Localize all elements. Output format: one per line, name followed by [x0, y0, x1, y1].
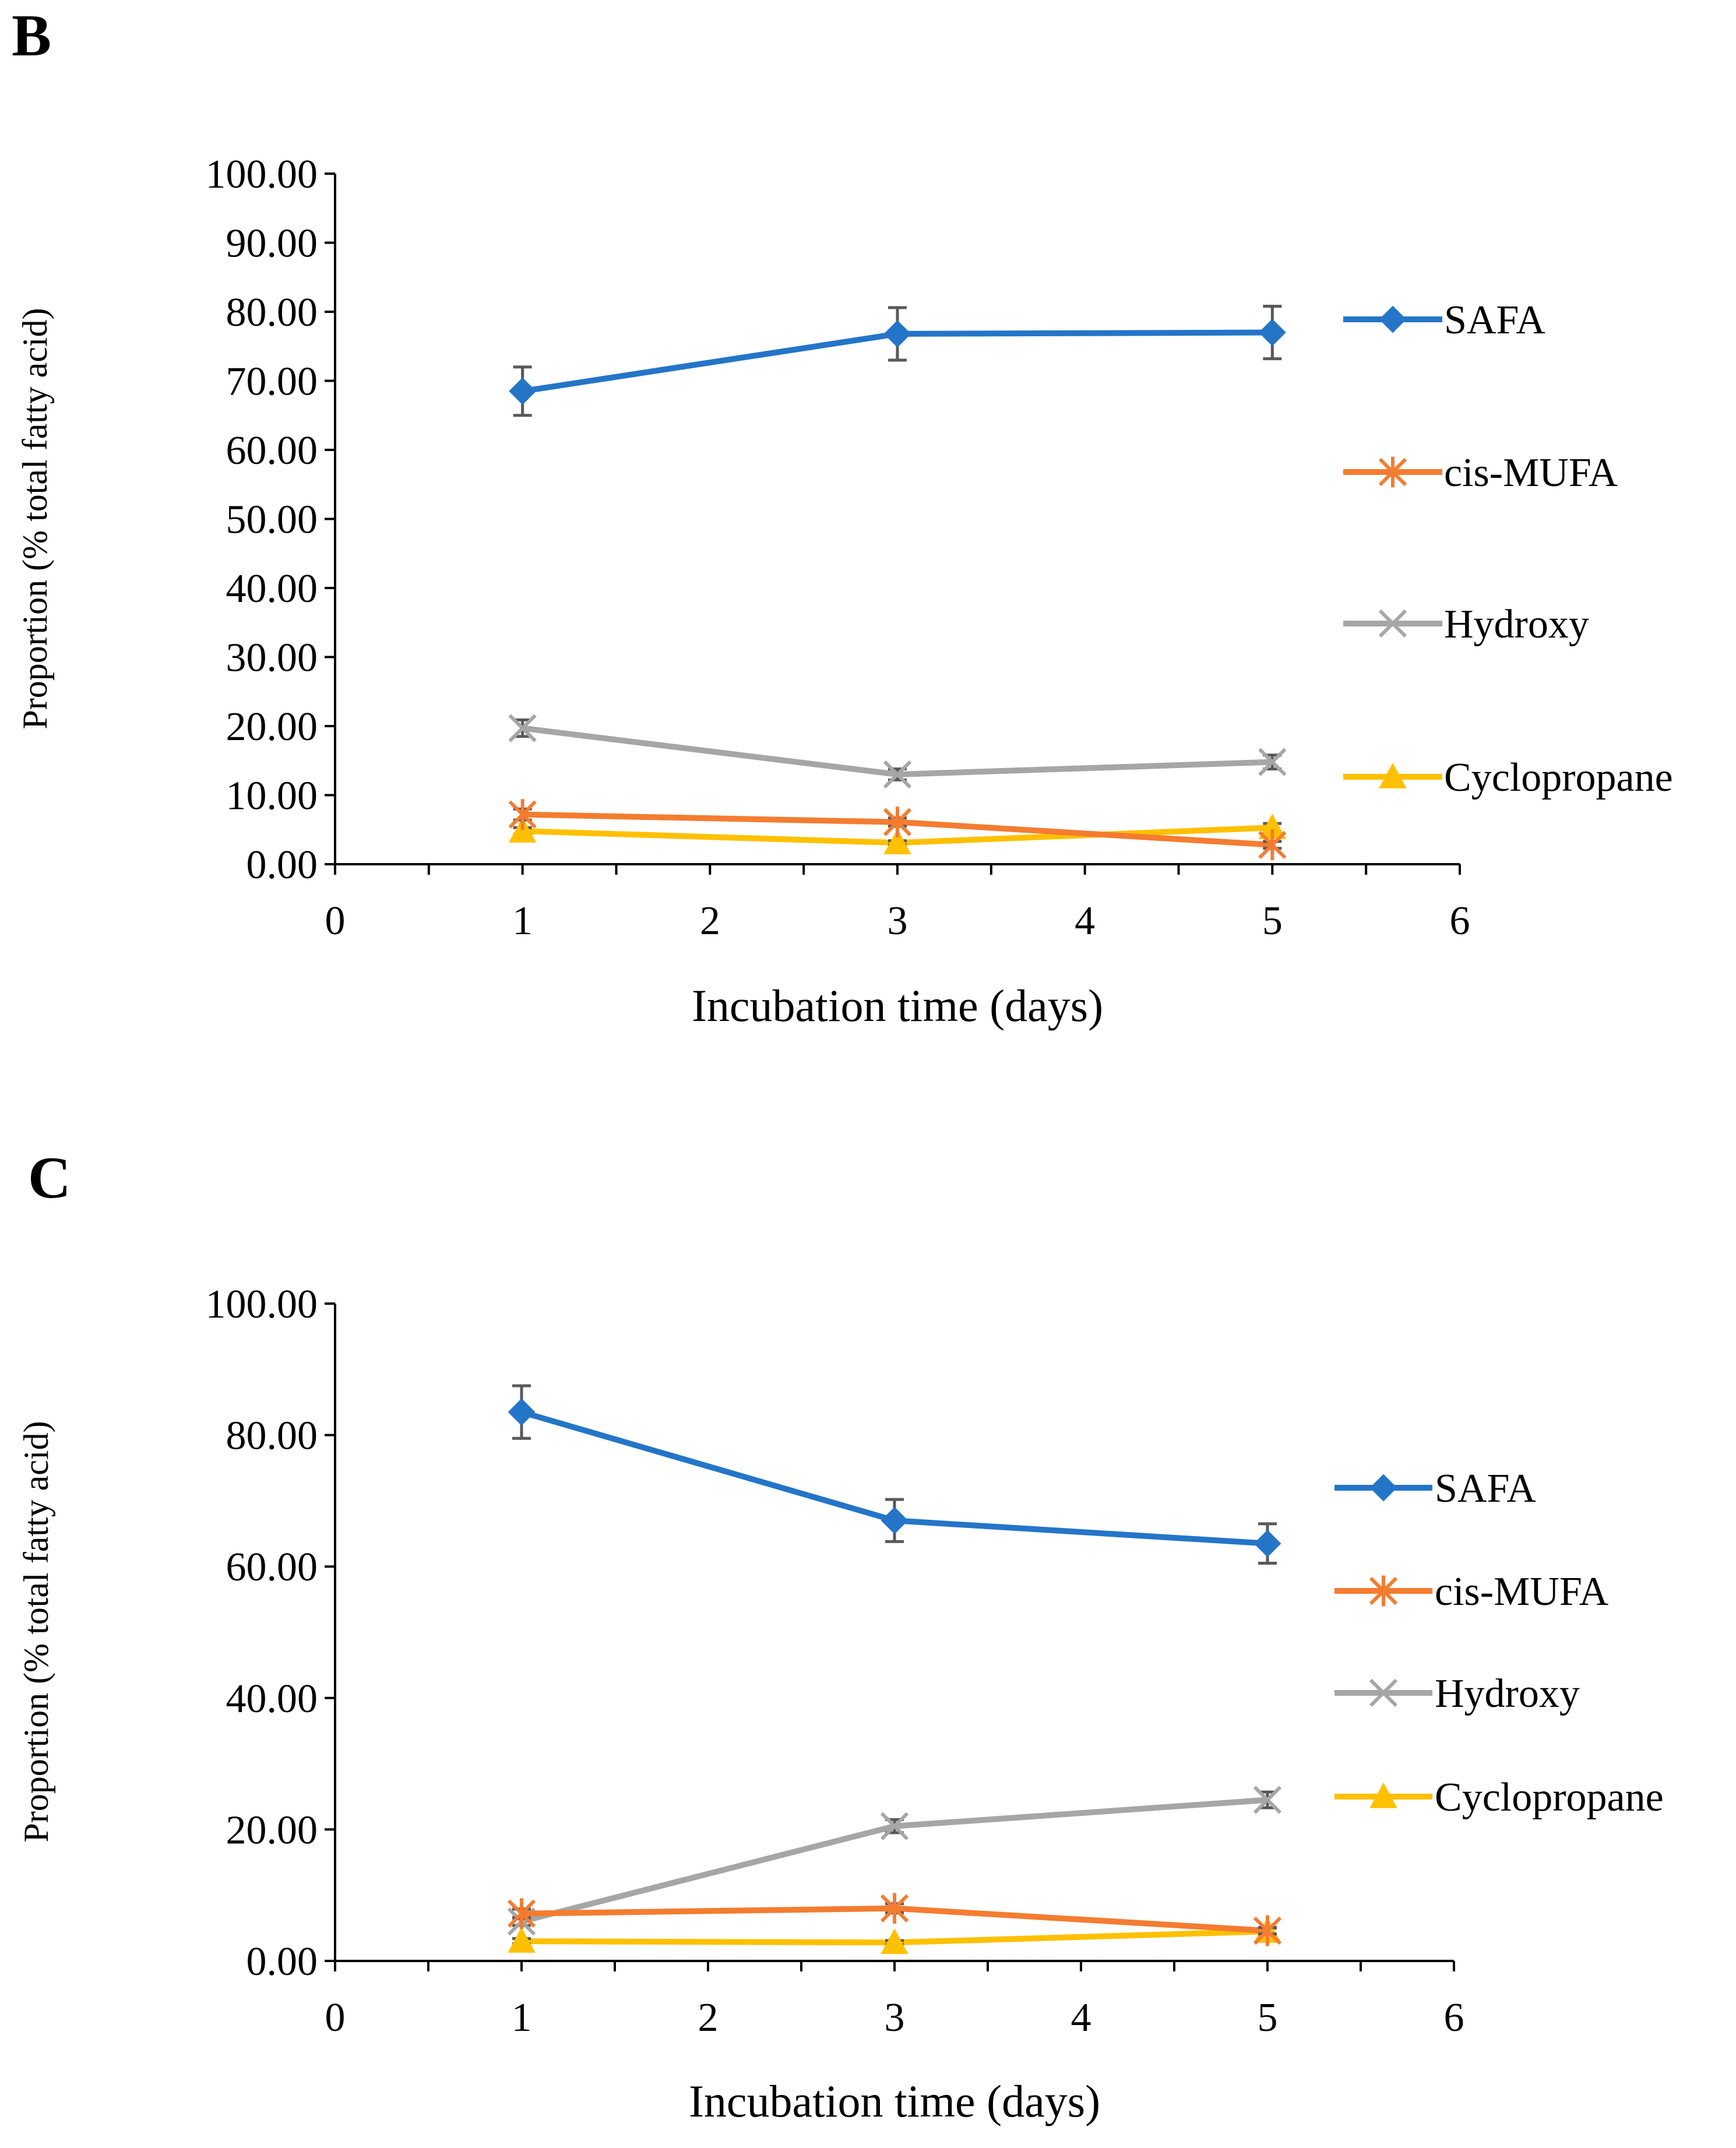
data-point-safa — [509, 377, 537, 405]
y-tick-label: 30.00 — [226, 636, 318, 681]
legend-marker-stroke-2 — [1369, 1678, 1398, 1707]
y-tick-label: 20.00 — [226, 1808, 318, 1853]
legend-item-cyclopropane: Cyclopropane — [1334, 1775, 1664, 1820]
legend-label: cis-MUFA — [1444, 450, 1618, 495]
series-hydroxy — [508, 714, 1287, 789]
legend-item-hydroxy: Hydroxy — [1343, 602, 1589, 647]
y-tick-label: 40.00 — [226, 566, 318, 611]
legend: SAFA cis-MUFA Hydroxy Cyclopropane — [1334, 1466, 1664, 1820]
y-tick-label: 0.00 — [247, 843, 318, 888]
data-point-safa — [883, 320, 911, 348]
data-point-safa — [508, 1398, 536, 1426]
legend-marker — [1369, 1678, 1398, 1707]
y-tick-label: 90.00 — [226, 221, 318, 266]
panel-b-chart: B 0.00 10.00 20.00 30.00 40.00 50.00 60.00 70.00… — [12, 3, 1673, 1031]
legend-label: Hydroxy — [1435, 1671, 1580, 1716]
x-tick-label: 0 — [325, 1995, 346, 2040]
data-point-cis-mufa — [883, 807, 912, 838]
x-tick-label: 6 — [1450, 899, 1470, 943]
x-tick-label: 3 — [888, 899, 908, 943]
legend-marker — [1379, 305, 1407, 333]
legend-item-safa: SAFA — [1334, 1466, 1536, 1511]
y-tick-label: 60.00 — [226, 1545, 318, 1590]
y-tick-label: 10.00 — [226, 774, 318, 819]
x-tick-label: 3 — [885, 1995, 905, 2040]
legend-marker — [1369, 1575, 1398, 1607]
legend-item-hydroxy: Hydroxy — [1334, 1671, 1580, 1716]
data-point-hydroxy — [880, 1812, 909, 1840]
data-point-hydroxy — [883, 760, 912, 789]
data-point-cyclopropane — [508, 817, 537, 843]
legend-label: Hydroxy — [1444, 602, 1589, 647]
panel-label: B — [12, 3, 51, 69]
x-axis-title: Incubation time (days) — [692, 980, 1103, 1031]
legend-marker — [1378, 456, 1407, 488]
legend-label: cis-MUFA — [1435, 1569, 1609, 1614]
y-tick-label: 20.00 — [226, 705, 318, 749]
data-point-cyclopropane — [508, 1927, 536, 1953]
data-point-hydroxy-stroke-2 — [880, 1812, 909, 1840]
x-tick-label: 0 — [325, 899, 346, 943]
data-point-cyclopropane — [883, 829, 911, 854]
series-safa — [509, 305, 1286, 417]
data-point-hydroxy-stroke-2 — [883, 760, 912, 789]
legend-marker — [1369, 1782, 1397, 1808]
x-tick-label: 5 — [1262, 899, 1283, 943]
data-point-hydroxy — [508, 714, 537, 742]
legend-marker — [1378, 609, 1407, 638]
x-tick-label: 2 — [698, 1995, 719, 2040]
y-axis-title: Proportion (% total fatty acid) — [17, 1421, 55, 1842]
data-point-cis-mufa — [1258, 829, 1287, 861]
data-point-cis-mufa — [507, 1898, 536, 1929]
x-tick-label: 1 — [512, 1995, 532, 2040]
y-tick-label: 80.00 — [226, 290, 318, 335]
legend-label: SAFA — [1435, 1466, 1536, 1511]
y-tick-label: 70.00 — [226, 360, 318, 404]
legend-item-cyclopropane: Cyclopropane — [1343, 755, 1673, 800]
legend-label: SAFA — [1444, 298, 1545, 343]
data-point-cyclopropane — [881, 1928, 909, 1955]
legend-marker — [1379, 762, 1407, 788]
data-point-safa — [1253, 1530, 1281, 1558]
y-axis-title: Proportion (% total fatty acid) — [16, 308, 54, 729]
data-point-hydroxy-stroke-2 — [508, 714, 537, 742]
data-point-safa — [881, 1506, 909, 1534]
x-axis-title: Incubation time (days) — [689, 2076, 1100, 2126]
x-tick-label: 6 — [1444, 1995, 1464, 2040]
y-tick-label: 40.00 — [226, 1677, 318, 1721]
legend-marker-stroke-2 — [1378, 609, 1407, 638]
legend: SAFA cis-MUFA Hydroxy Cyclopropane — [1343, 298, 1673, 800]
data-point-cis-mufa — [1253, 1915, 1282, 1946]
data-point-safa — [1258, 319, 1286, 346]
x-tick-label: 4 — [1071, 1995, 1091, 2040]
y-tick-label: 80.00 — [226, 1414, 318, 1459]
y-tick-label: 100.00 — [206, 152, 318, 197]
data-point-hydroxy-stroke-2 — [1258, 748, 1287, 776]
data-point-hydroxy — [1258, 748, 1287, 776]
panel-c-chart: C 0.00 20.00 40.00 60.00 80.00 100.00 0 1 2 3 4 5 6 In… — [17, 1145, 1664, 2126]
legend-label: Cyclopropane — [1435, 1775, 1664, 1820]
legend-item-cis-mufa: cis-MUFA — [1343, 450, 1618, 495]
data-point-hydroxy-stroke-2 — [1253, 1786, 1282, 1814]
y-tick-label: 50.00 — [226, 498, 318, 543]
y-tick-label: 60.00 — [226, 428, 318, 473]
series-cis-mufa — [507, 1893, 1282, 1946]
data-point-cis-mufa — [508, 799, 537, 830]
panel-label: C — [28, 1145, 71, 1211]
x-tick-label: 5 — [1258, 1995, 1278, 2040]
legend-label: Cyclopropane — [1444, 755, 1673, 800]
x-tick-label: 1 — [512, 899, 533, 943]
legend-item-cis-mufa: cis-MUFA — [1334, 1569, 1609, 1614]
series-safa — [508, 1384, 1281, 1565]
series-cis-mufa — [508, 799, 1287, 861]
data-point-cis-mufa — [880, 1893, 909, 1924]
x-tick-label: 4 — [1075, 899, 1095, 943]
x-tick-label: 2 — [700, 899, 720, 943]
legend-marker — [1369, 1474, 1397, 1502]
y-tick-label: 0.00 — [247, 1939, 318, 1984]
y-tick-label: 100.00 — [206, 1282, 318, 1327]
data-point-hydroxy — [1253, 1786, 1282, 1814]
legend-item-safa: SAFA — [1343, 298, 1545, 343]
